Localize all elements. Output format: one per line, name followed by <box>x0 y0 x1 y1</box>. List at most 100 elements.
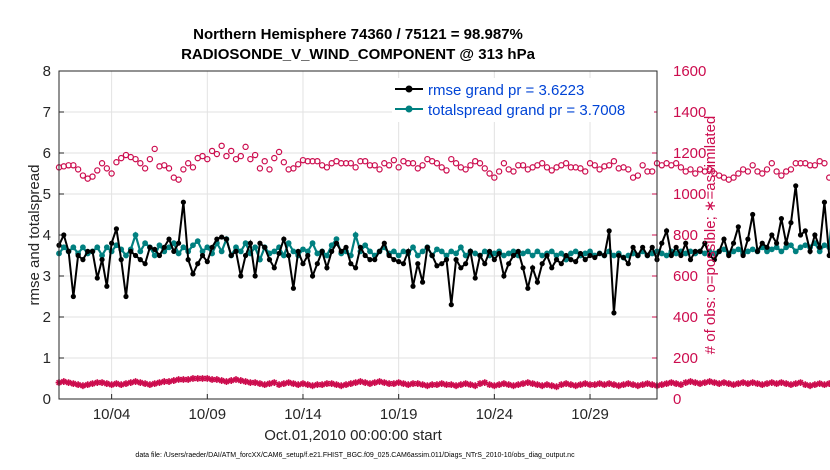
y-tick-label: 5 <box>43 186 51 203</box>
possible-obs-marker <box>314 157 321 165</box>
totalspread-point <box>218 248 225 255</box>
rmse-point <box>539 261 545 267</box>
x-tick-label: 10/19 <box>380 406 418 423</box>
rmse-point <box>266 257 273 263</box>
rmse-point <box>180 199 186 205</box>
assimilated-obs-marker <box>266 380 273 388</box>
assimilated-obs-marker <box>644 380 651 388</box>
rmse-point <box>405 248 411 254</box>
rmse-point <box>247 240 253 246</box>
possible-obs-marker <box>98 160 106 167</box>
rmse-point <box>821 199 828 205</box>
rmse-point <box>271 265 277 271</box>
rmse-point <box>793 183 799 189</box>
totalspread-point <box>151 252 158 259</box>
x-tick-label: 10/14 <box>284 406 322 423</box>
assimilated-obs-marker <box>615 382 623 390</box>
possible-obs-marker <box>161 162 168 169</box>
rmse-point <box>467 248 474 254</box>
assimilated-obs-marker <box>203 375 211 382</box>
assimilated-obs-marker <box>189 375 197 382</box>
assimilated-obs-marker <box>754 380 761 388</box>
totalspread-point <box>735 246 742 253</box>
assimilated-obs-marker <box>682 379 690 386</box>
totalspread-point <box>285 240 292 247</box>
assimilated-obs-marker <box>534 381 541 389</box>
possible-obs-marker <box>409 160 417 167</box>
totalspread-point <box>505 250 512 257</box>
rmse-point <box>726 252 732 259</box>
assimilated-obs-marker <box>400 380 407 388</box>
rmse-point <box>683 240 689 246</box>
y-right-tick-label: 1400 <box>673 104 706 121</box>
totalspread-point <box>419 248 426 255</box>
rmse-point <box>530 265 536 271</box>
assimilated-obs-marker <box>237 377 245 384</box>
assimilated-obs-series <box>55 375 830 391</box>
totalspread-point <box>587 248 593 255</box>
rmse-point <box>419 279 426 285</box>
assimilated-obs-marker <box>93 379 101 386</box>
rmse-point <box>228 252 234 259</box>
rmse-point <box>80 257 86 263</box>
assimilated-obs-marker <box>347 380 355 388</box>
rmse-point <box>534 279 541 285</box>
totalspread-point <box>783 244 790 251</box>
rmse-point <box>754 248 761 254</box>
possible-obs-marker <box>414 165 421 172</box>
possible-obs-marker <box>189 164 197 171</box>
totalspread-point <box>730 248 737 255</box>
y-axis-label: rmse and totalspread <box>26 165 43 306</box>
rmse-point <box>558 261 564 267</box>
rmse-point <box>276 250 282 257</box>
data-file-footnote: data file: /Users/raeder/DAI/ATM_forcXX/… <box>135 452 575 459</box>
rmse-point <box>290 285 297 291</box>
possible-obs-marker <box>519 162 527 169</box>
rmse-point <box>486 248 493 254</box>
possible-obs-marker <box>821 160 828 167</box>
assimilated-obs-marker <box>505 381 513 389</box>
assimilated-obs-marker <box>816 380 824 388</box>
totalspread-point <box>103 244 110 251</box>
possible-obs-marker <box>605 162 613 169</box>
rmse-point <box>568 257 574 263</box>
assimilated-obs-marker <box>84 381 92 389</box>
rmse-point <box>721 236 727 242</box>
rmse-point <box>774 240 780 246</box>
rmse-point <box>381 240 387 246</box>
possible-obs-marker <box>103 165 111 172</box>
assimilated-obs-marker <box>113 380 120 388</box>
rmse-point <box>596 250 603 257</box>
rmse-point <box>156 252 163 259</box>
rmse-point <box>582 257 588 263</box>
possible-obs-marker <box>672 160 680 167</box>
assimilated-obs-marker <box>711 379 718 386</box>
assimilated-obs-marker <box>543 381 551 389</box>
rmse-point <box>357 244 363 250</box>
assimilated-obs-marker <box>490 382 498 390</box>
totalspread-point <box>802 242 809 249</box>
rmse-point <box>305 252 311 259</box>
possible-obs-marker <box>151 145 158 153</box>
totalspread-point <box>448 248 455 255</box>
rmse-point <box>281 236 287 242</box>
assimilated-obs-marker <box>352 379 360 386</box>
totalspread-point <box>749 246 756 253</box>
assimilated-obs-marker <box>462 380 470 388</box>
possible-obs-marker <box>438 164 445 171</box>
assimilated-obs-marker <box>620 381 627 389</box>
y-tick-label: 3 <box>43 268 51 285</box>
rmse-point <box>89 248 96 254</box>
assimilated-obs-marker <box>232 376 240 383</box>
possible-obs-marker <box>591 162 599 169</box>
assimilated-obs-marker <box>481 379 489 386</box>
totalspread-point <box>94 244 101 251</box>
possible-obs-marker <box>376 166 383 173</box>
rmse-point <box>740 252 746 259</box>
rmse-point <box>716 248 722 254</box>
rmse-point <box>448 302 454 308</box>
assimilated-obs-marker <box>591 381 599 389</box>
possible-obs-marker <box>213 150 221 158</box>
totalspread-point <box>414 252 421 259</box>
